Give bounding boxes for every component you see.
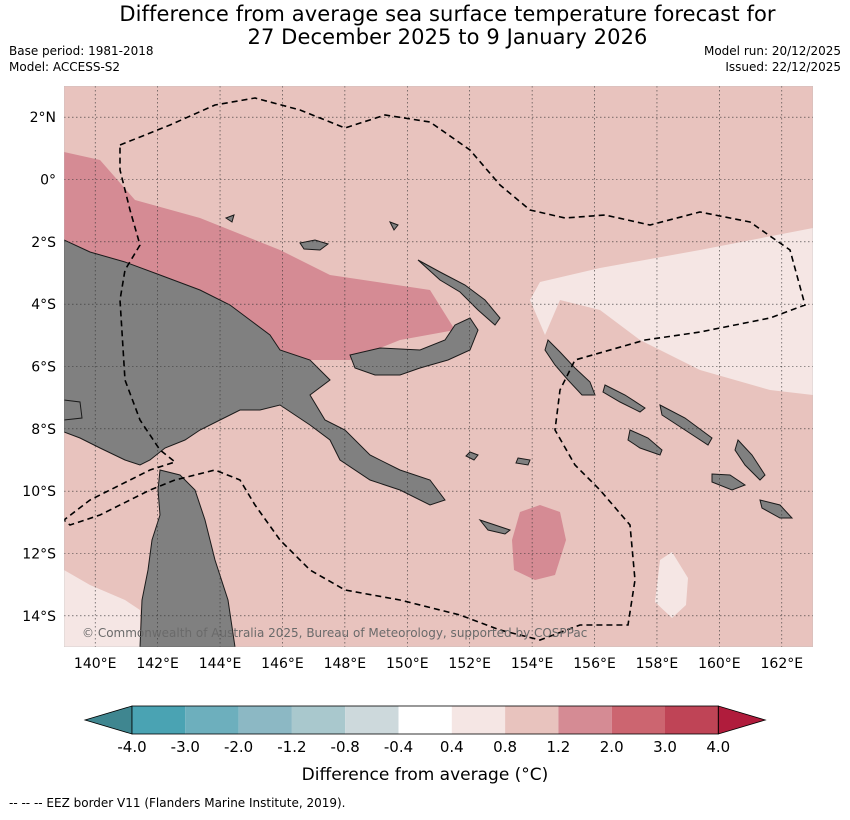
colorbar: -4.0 -3.0 -2.0 -1.2 -0.8 -0.4 0.4 0.8 1.2 2.0 3.0 4…: [83, 705, 767, 756]
solomon-islands-santa-isabel: [659, 404, 713, 446]
woodlark-island: [515, 457, 531, 466]
base-period-text: Base period: 1981-2018: [9, 44, 154, 58]
anomaly-band-warm-north-png: [64, 152, 455, 360]
anomaly-blob-mild-southeast: [655, 552, 688, 618]
colorbar-extend-high: [717, 705, 767, 735]
anomaly-blob-coral-sea: [512, 505, 566, 580]
lon-tick-label: 142°E: [136, 656, 179, 672]
land-masses: [64, 214, 794, 647]
cape-york-peninsula: [139, 469, 236, 647]
colorbar-segment: [345, 706, 399, 734]
colorbar-segment: [665, 706, 719, 734]
colorbar-segment: [185, 706, 239, 734]
colorbar-tick-label: -4.0: [117, 738, 146, 756]
colorbar-segment: [398, 706, 452, 734]
lon-tick-label: 144°E: [199, 656, 242, 672]
colorbar-tick-label: 4.0: [706, 738, 730, 756]
colorbar-tick-label: 1.2: [546, 738, 570, 756]
colorbar-segment: [451, 706, 506, 734]
latitude-labels: 2°N 0° 2°S 4°S 6°S 8°S 10°S 12°S 14°S: [22, 110, 56, 625]
issued-text: Issued: 22/12/2025: [725, 60, 841, 74]
lat-tick-label: 8°S: [31, 422, 56, 438]
colorbar-segment: [238, 706, 292, 734]
lon-tick-label: 148°E: [324, 656, 367, 672]
colorbar-label: Difference from average (°C): [302, 765, 549, 785]
colorbar-tick-label: -1.2: [277, 738, 306, 756]
new-britain-island: [349, 317, 479, 376]
title-line-2: 27 December 2025 to 9 January 2026: [247, 25, 648, 49]
lon-tick-label: 146°E: [261, 656, 304, 672]
eez-border: [64, 97, 806, 641]
colorbar-tick-label: -0.4: [384, 738, 413, 756]
lat-tick-label: 12°S: [22, 547, 56, 563]
colorbar-segment: [505, 706, 559, 734]
bougainville-island: [544, 339, 596, 396]
solomon-islands-malaita: [734, 439, 766, 481]
solomon-islands-choiseul: [602, 384, 646, 413]
lon-tick-label: 158°E: [636, 656, 679, 672]
lon-tick-label: 162°E: [761, 656, 804, 672]
lat-tick-label: 4°S: [31, 297, 56, 313]
colorbar-tick-label: 3.0: [653, 738, 677, 756]
lon-tick-label: 160°E: [698, 656, 741, 672]
meta-left: Base period: 1981-2018 Model: ACCESS-S2: [9, 43, 154, 75]
lat-tick-label: 2°S: [31, 235, 56, 251]
trobriand-island: [465, 451, 479, 461]
louisiade-archipelago: [478, 518, 512, 535]
lon-tick-label: 154°E: [511, 656, 554, 672]
colorbar-segment: [611, 706, 665, 734]
map-title: Difference from average sea surface temp…: [0, 3, 850, 49]
colorbar-tick-label: -2.0: [224, 738, 253, 756]
lat-tick-label: 14°S: [22, 609, 56, 625]
lat-tick-label: 0°: [40, 173, 56, 189]
colorbar-segment: [291, 706, 346, 734]
colorbar-segment: [132, 706, 186, 734]
footer-note: -- -- -- EEZ border V11 (Flanders Marine…: [9, 796, 346, 810]
solomon-islands-southeast: [759, 499, 794, 519]
lon-tick-label: 140°E: [74, 656, 117, 672]
meta-right: Model run: 20/12/2025 Issued: 22/12/2025: [704, 43, 841, 75]
title-line-1: Difference from average sea surface temp…: [119, 2, 776, 26]
new-ireland-island: [417, 259, 501, 326]
small-island-north-2: [224, 214, 235, 223]
solomon-islands-makira: [711, 473, 747, 491]
small-island-north-1: [388, 221, 399, 231]
colorbar-tick-label: 0.4: [440, 738, 464, 756]
copyright-text: © Commonwealth of Australia 2025, Bureau…: [82, 626, 587, 640]
colorbar-segment: [558, 706, 612, 734]
lat-tick-label: 2°N: [30, 110, 56, 126]
colorbar-tick-label: 0.8: [493, 738, 517, 756]
lon-tick-label: 156°E: [573, 656, 616, 672]
lon-tick-label: 150°E: [386, 656, 429, 672]
colorbar-extend-low: [83, 705, 133, 735]
anomaly-blob-mild-southwest: [64, 570, 140, 647]
model-text: Model: ACCESS-S2: [9, 60, 121, 74]
manus-island: [299, 239, 330, 251]
lat-tick-label: 6°S: [31, 360, 56, 376]
map-plot: [64, 86, 813, 647]
model-run-text: Model run: 20/12/2025: [703, 44, 841, 58]
colorbar-frame: [131, 705, 719, 735]
colorbar-tick-label: -3.0: [171, 738, 200, 756]
papua-west-coast: [64, 399, 83, 421]
colorbar-tick-label: 2.0: [600, 738, 624, 756]
anomaly-band-mild-east: [530, 228, 813, 395]
lat-tick-label: 10°S: [22, 484, 56, 500]
gridlines: [64, 86, 813, 647]
solomon-islands-guadalcanal: [627, 429, 663, 456]
lon-tick-label: 152°E: [448, 656, 491, 672]
colorbar-tick-label: -0.8: [331, 738, 360, 756]
longitude-labels: 140°E 142°E 144°E 146°E 148°E 150°E 152°E 154°E…: [74, 656, 803, 672]
new-guinea-mainland: [64, 239, 446, 506]
